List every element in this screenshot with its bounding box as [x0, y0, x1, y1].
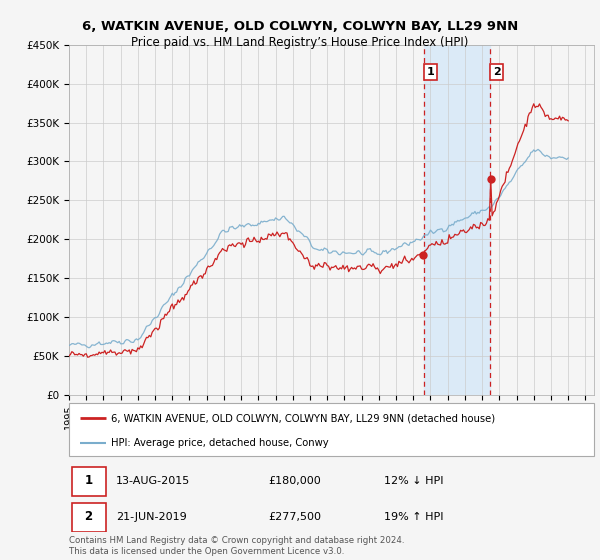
- Text: 2: 2: [85, 510, 92, 523]
- Text: Contains HM Land Registry data © Crown copyright and database right 2024.
This d: Contains HM Land Registry data © Crown c…: [69, 536, 404, 556]
- Text: 6, WATKIN AVENUE, OLD COLWYN, COLWYN BAY, LL29 9NN: 6, WATKIN AVENUE, OLD COLWYN, COLWYN BAY…: [82, 20, 518, 32]
- Bar: [424, 45, 490, 395]
- FancyBboxPatch shape: [69, 403, 594, 456]
- Text: 12% ↓ HPI: 12% ↓ HPI: [384, 476, 443, 486]
- Text: 19% ↑ HPI: 19% ↑ HPI: [384, 512, 443, 521]
- Text: 21-JUN-2019: 21-JUN-2019: [116, 512, 187, 521]
- Text: 1: 1: [85, 474, 92, 487]
- FancyBboxPatch shape: [71, 467, 106, 496]
- FancyBboxPatch shape: [71, 503, 106, 532]
- Text: 13-AUG-2015: 13-AUG-2015: [116, 476, 191, 486]
- Text: 2: 2: [493, 67, 500, 77]
- Text: £277,500: £277,500: [269, 512, 322, 521]
- Text: £180,000: £180,000: [269, 476, 321, 486]
- Text: 1: 1: [427, 67, 434, 77]
- Text: 6, WATKIN AVENUE, OLD COLWYN, COLWYN BAY, LL29 9NN (detached house): 6, WATKIN AVENUE, OLD COLWYN, COLWYN BAY…: [111, 413, 495, 423]
- Text: HPI: Average price, detached house, Conwy: HPI: Average price, detached house, Conw…: [111, 438, 329, 448]
- Text: Price paid vs. HM Land Registry’s House Price Index (HPI): Price paid vs. HM Land Registry’s House …: [131, 36, 469, 49]
